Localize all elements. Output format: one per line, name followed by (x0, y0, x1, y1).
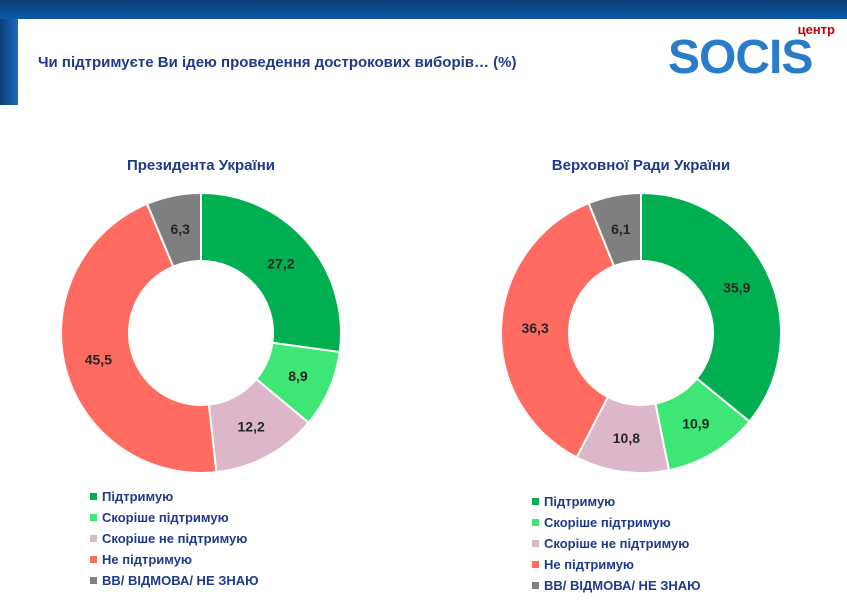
donut-slice (200, 191, 342, 354)
top-bar (0, 0, 847, 19)
data-label: 36,3 (521, 320, 548, 336)
chart-title-rada: Верховної Ради України (551, 157, 731, 174)
legend-swatch (90, 577, 97, 584)
donut-slice (60, 202, 218, 474)
logo-top: центр (797, 22, 835, 37)
legend-item: Скоріше не підтримую (532, 533, 701, 554)
legend-item: Не підтримую (90, 549, 259, 570)
legend-item: Підтримую (532, 491, 701, 512)
legend-label: Підтримую (544, 494, 616, 509)
legend-item: ВВ/ ВІДМОВА/ НЕ ЗНАЮ (532, 575, 701, 596)
legend-swatch (90, 535, 97, 542)
legend-swatch (532, 582, 539, 589)
data-label: 12,2 (238, 418, 265, 434)
legend-swatch (532, 519, 539, 526)
data-label: 6,3 (170, 221, 190, 237)
donut-slice (640, 191, 782, 423)
legend-item: ВВ/ ВІДМОВА/ НЕ ЗНАЮ (90, 570, 259, 591)
legend-item: Підтримую (90, 486, 259, 507)
donut-slice (587, 191, 642, 268)
legend-label: Скоріше не підтримую (544, 536, 690, 551)
legend-swatch (90, 514, 97, 521)
data-label: 35,9 (723, 280, 750, 296)
data-label: 10,8 (613, 430, 640, 446)
logo-main: SOCIS (668, 31, 813, 84)
page-title: Чи підтримуєте Ви ідею проведення достро… (38, 54, 517, 71)
legend-label: Підтримую (102, 489, 174, 504)
legend-label: ВВ/ ВІДМОВА/ НЕ ЗНАЮ (544, 578, 701, 593)
legend-item: Скоріше не підтримую (90, 528, 259, 549)
donut-slice (500, 201, 616, 459)
legend-swatch (532, 540, 539, 547)
legend-label: Скоріше не підтримую (102, 531, 248, 546)
side-accent (0, 19, 18, 105)
legend-president: Підтримую Скоріше підтримую Скоріше не під… (90, 486, 259, 591)
legend-label: Не підтримую (102, 552, 193, 567)
legend-label: ВВ/ ВІДМОВА/ НЕ ЗНАЮ (102, 573, 259, 588)
legend-swatch (532, 561, 539, 568)
data-label: 27,2 (267, 255, 294, 271)
legend-item: Скоріше підтримую (532, 512, 701, 533)
legend-label: Не підтримую (544, 557, 635, 572)
legend-item: Скоріше підтримую (90, 507, 259, 528)
data-label: 6,1 (611, 221, 631, 237)
legend-swatch (90, 556, 97, 563)
data-label: 8,9 (288, 368, 308, 384)
legend-swatch (532, 498, 539, 505)
data-label: 45,5 (85, 351, 112, 367)
legend-item: Не підтримую (532, 554, 701, 575)
data-label: 10,9 (682, 416, 709, 432)
legend-swatch (90, 493, 97, 500)
socis-logo: центр SOCIS (668, 22, 843, 82)
chart-title-president: Президента України (126, 157, 275, 174)
legend-label: Скоріше підтримую (102, 510, 229, 525)
legend-label: Скоріше підтримую (544, 515, 671, 530)
donut-slice (145, 191, 202, 268)
legend-rada: Підтримую Скоріше підтримую Скоріше не під… (532, 491, 701, 596)
